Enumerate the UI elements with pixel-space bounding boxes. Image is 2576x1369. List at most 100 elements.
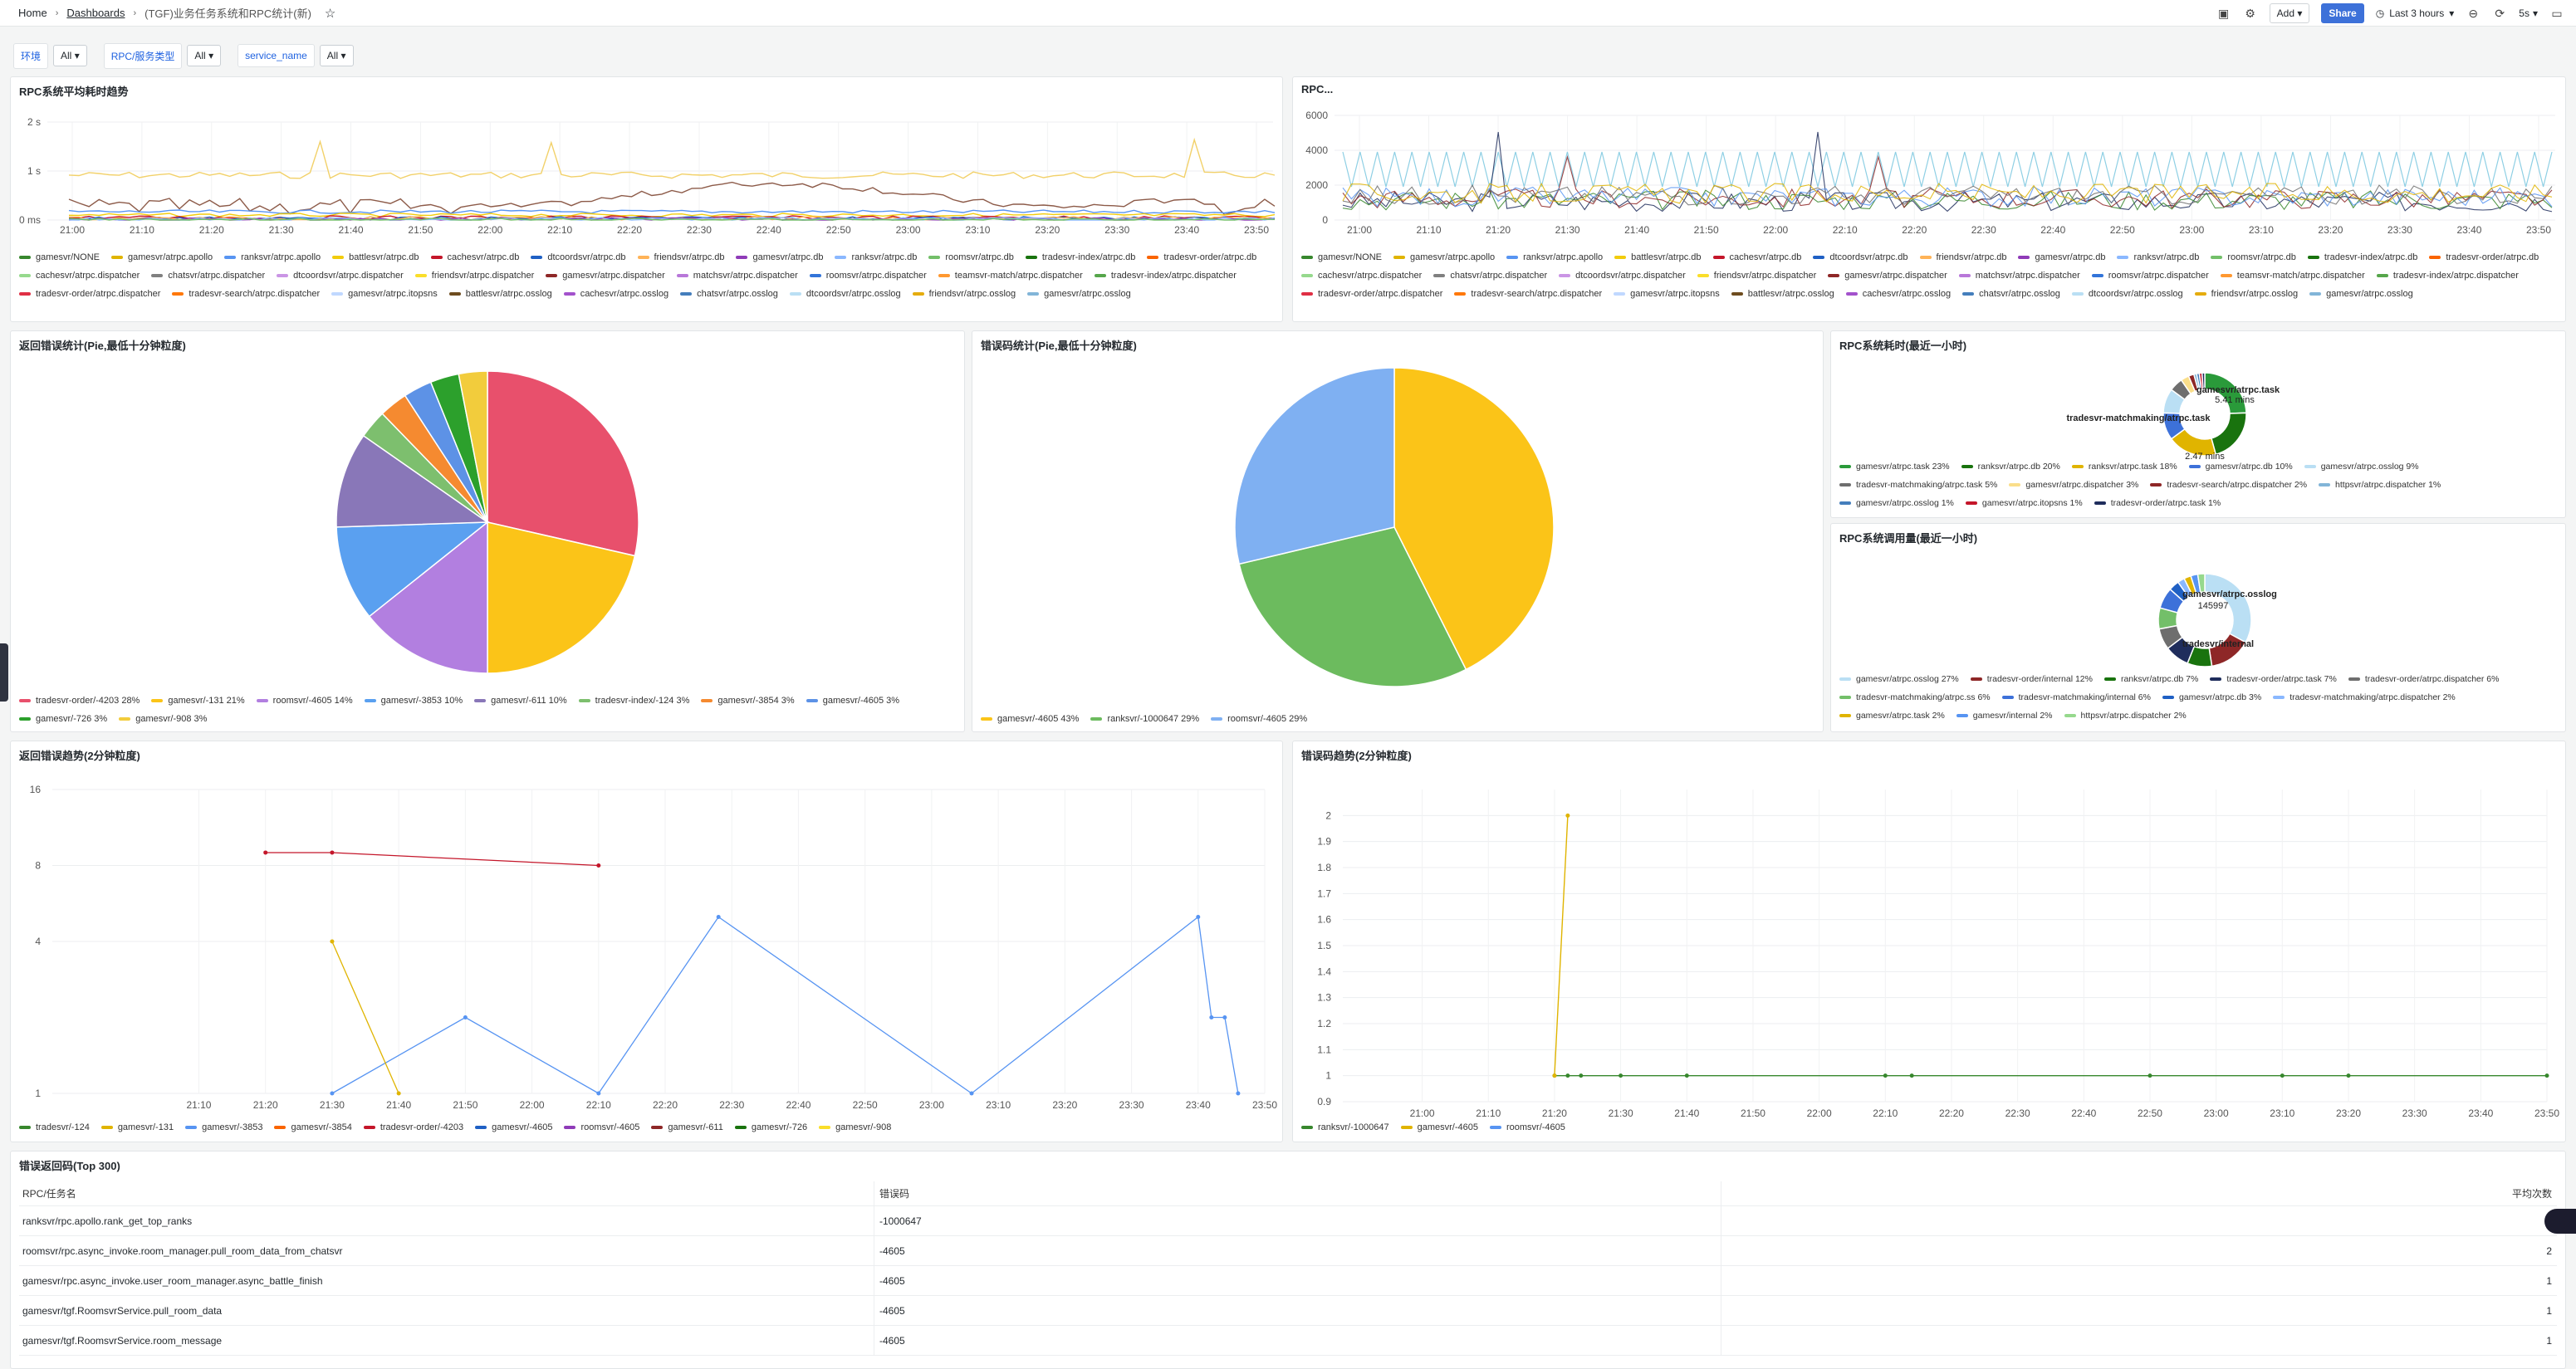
legend-item[interactable]: gamesvr/atrpc.osslog <box>1027 285 1131 303</box>
legend-item[interactable]: gamesvr/atrpc.osslog 1% <box>1839 494 1954 512</box>
legend-item[interactable]: gamesvr/-611 10% <box>474 692 567 710</box>
legend-item[interactable]: gamesvr/atrpc.itopsns <box>1614 285 1720 303</box>
legend-item[interactable]: gamesvr/atrpc.dispatcher <box>546 266 665 285</box>
legend-item[interactable]: roomsvr/atrpc.dispatcher <box>2091 266 2209 285</box>
panel-rpc-calls-last-hour[interactable]: RPC系统调用量(最近一小时) gamesvr/atrpc.osslog 1459… <box>1830 523 2566 732</box>
legend-item[interactable]: tradesvr-search/atrpc.dispatcher <box>1454 285 1602 303</box>
breadcrumb-home[interactable]: Home <box>18 7 47 19</box>
legend-item[interactable]: matchsvr/atrpc.dispatcher <box>1958 266 2080 285</box>
legend-item[interactable]: gamesvr/atrpc.task 23% <box>1839 457 1950 476</box>
legend-item[interactable]: gamesvr/atrpc.task 2% <box>1839 707 1945 725</box>
legend-item[interactable]: gamesvr/atrpc.apollo <box>1393 248 1495 266</box>
legend-item[interactable]: httpsvr/atrpc.dispatcher 2% <box>2064 707 2187 725</box>
legend-item[interactable]: httpsvr/atrpc.dispatcher 1% <box>2319 476 2441 494</box>
legend-item[interactable]: dtcoordsvr/atrpc.dispatcher <box>277 266 404 285</box>
legend-item[interactable]: cachesvr/atrpc.dispatcher <box>1301 266 1422 285</box>
panel-return-error-pie[interactable]: 返回错误统计(Pie,最低十分钟粒度) tradesvr-order/-4203… <box>10 330 965 732</box>
legend-item[interactable]: gamesvr/atrpc.osslog 27% <box>1839 670 1959 688</box>
legend-item[interactable]: gamesvr/atrpc.db <box>736 248 823 266</box>
legend-item[interactable]: tradesvr/-124 <box>19 1118 90 1137</box>
col-header-rpc[interactable]: RPC/任务名 <box>19 1181 874 1205</box>
legend-item[interactable]: tradesvr-order/atrpc.task 7% <box>2210 670 2337 688</box>
legend-item[interactable]: battlesvr/atrpc.db <box>1614 248 1702 266</box>
legend-item[interactable]: matchsvr/atrpc.dispatcher <box>676 266 798 285</box>
legend-item[interactable]: dtcoordsvr/atrpc.db <box>1813 248 1908 266</box>
legend-item[interactable]: gamesvr/-4605 <box>1400 1118 1478 1137</box>
legend-item[interactable]: gamesvr/-3853 <box>185 1118 262 1137</box>
legend-item[interactable]: chatsvr/atrpc.osslog <box>1962 285 2060 303</box>
legend-item[interactable]: tradesvr-index/atrpc.db <box>1025 248 1135 266</box>
legend-item[interactable]: tradesvr-order/-4203 28% <box>19 692 140 710</box>
legend-item[interactable]: cachesvr/atrpc.db <box>1712 248 1801 266</box>
legend-item[interactable]: gamesvr/-131 <box>100 1118 174 1137</box>
assistant-fab-icon[interactable] <box>2544 1209 2576 1234</box>
legend-item[interactable]: tradesvr-order/atrpc.dispatcher 6% <box>2348 670 2499 688</box>
legend-item[interactable]: gamesvr/-726 <box>734 1118 807 1137</box>
legend-item[interactable]: gamesvr/atrpc.db 10% <box>2188 457 2293 476</box>
panel-error-code-trend[interactable]: 错误码趋势(2分钟粒度) 0.9 1 1.1 1.2 1.3 1.4 1.5 1.6 1.7 1.… <box>1292 741 2566 1142</box>
legend-item[interactable]: gamesvr/NONE <box>19 248 100 266</box>
legend-item[interactable]: gamesvr/internal 2% <box>1956 707 2053 725</box>
legend-item[interactable]: gamesvr/-3854 3% <box>701 692 795 710</box>
legend-item[interactable]: ranksvr/atrpc.task 18% <box>2071 457 2177 476</box>
legend-item[interactable]: teamsvr-match/atrpc.dispatcher <box>2220 266 2365 285</box>
legend-item[interactable]: gamesvr/-3853 10% <box>364 692 463 710</box>
legend-item[interactable]: tradesvr-order/atrpc.task 1% <box>2094 494 2221 512</box>
legend-item[interactable]: gamesvr/atrpc.itopsns <box>331 285 438 303</box>
legend-item[interactable]: ranksvr/atrpc.db <box>835 248 917 266</box>
legend-item[interactable]: gamesvr/-4605 43% <box>981 710 1079 728</box>
legend-item[interactable]: tradesvr-matchmaking/atrpc.ss 6% <box>1839 688 1991 707</box>
legend-item[interactable]: ranksvr/atrpc.db 20% <box>1961 457 2060 476</box>
panel-rpc-avg-time[interactable]: RPC系统平均耗时趋势 2 s 1 s 0 ms 21:00 21:10 21:20 21:… <box>10 76 1283 322</box>
col-header-count[interactable]: 平均次数 <box>2511 1188 2552 1200</box>
legend-item[interactable]: tradesvr-matchmaking/atrpc.dispatcher 2% <box>2273 688 2456 707</box>
legend-item[interactable]: gamesvr/-3854 <box>274 1118 352 1137</box>
legend-item[interactable]: gamesvr/atrpc.dispatcher <box>1828 266 1947 285</box>
legend-item[interactable]: gamesvr/atrpc.db <box>2018 248 2105 266</box>
share-button[interactable]: Share <box>2321 3 2364 23</box>
legend-item[interactable]: tradesvr-index/atrpc.dispatcher <box>1094 266 1237 285</box>
legend-item[interactable]: ranksvr/-1000647 <box>1301 1118 1389 1137</box>
legend-item[interactable]: roomsvr/atrpc.db <box>928 248 1014 266</box>
legend-item[interactable]: friendsvr/atrpc.dispatcher <box>1697 266 1816 285</box>
breadcrumb-dashboards[interactable]: Dashboards <box>66 7 125 19</box>
legend-item[interactable]: dtcoordsvr/atrpc.osslog <box>2071 285 2183 303</box>
legend-item[interactable]: gamesvr/NONE <box>1301 248 1382 266</box>
legend-item[interactable]: gamesvr/atrpc.apollo <box>111 248 213 266</box>
legend-item[interactable]: gamesvr/-131 21% <box>151 692 245 710</box>
legend-item[interactable]: roomsvr/-4605 <box>1489 1118 1565 1137</box>
legend-item[interactable]: chatsvr/atrpc.osslog <box>680 285 778 303</box>
legend-item[interactable]: gamesvr/-611 <box>651 1118 723 1137</box>
legend-item[interactable]: tradesvr-matchmaking/atrpc.task 5% <box>1839 476 1997 494</box>
legend-item[interactable]: tradesvr-index/-124 3% <box>578 692 689 710</box>
legend-item[interactable]: friendsvr/atrpc.osslog <box>2194 285 2298 303</box>
refresh-interval-picker[interactable]: 5s ▾ <box>2519 7 2538 19</box>
legend-item[interactable]: gamesvr/atrpc.itopsns 1% <box>1965 494 2083 512</box>
legend-item[interactable]: ranksvr/atrpc.db 7% <box>2103 670 2198 688</box>
add-button[interactable]: Add ▾ <box>2269 3 2310 23</box>
time-range-picker[interactable]: ◷ Last 3 hours ▾ <box>2376 7 2455 19</box>
legend-item[interactable]: tradesvr-order/-4203 <box>363 1118 463 1137</box>
legend-item[interactable]: tradesvr-search/atrpc.dispatcher 2% <box>2150 476 2307 494</box>
legend-item[interactable]: gamesvr/-726 3% <box>19 710 107 728</box>
legend-item[interactable]: dtcoordsvr/atrpc.osslog <box>789 285 901 303</box>
sidebar-toggle-handle[interactable] <box>0 643 8 702</box>
save-icon[interactable]: ▣ <box>2218 6 2230 20</box>
panel-rpc-time-last-hour[interactable]: RPC系统耗时(最近一小时) gamesvr/atrpc.task 5.41 mi… <box>1830 330 2566 518</box>
legend-item[interactable]: tradesvr-order/atrpc.dispatcher <box>19 285 160 303</box>
legend-item[interactable]: cachesvr/atrpc.db <box>430 248 519 266</box>
legend-item[interactable]: friendsvr/atrpc.osslog <box>912 285 1016 303</box>
legend-item[interactable]: gamesvr/atrpc.osslog <box>2309 285 2413 303</box>
legend-item[interactable]: friendsvr/atrpc.db <box>1919 248 2006 266</box>
legend-item[interactable]: cachesvr/atrpc.osslog <box>563 285 668 303</box>
col-header-code[interactable]: 错误码 <box>874 1181 1721 1205</box>
legend-item[interactable]: battlesvr/atrpc.osslog <box>448 285 552 303</box>
legend-item[interactable]: battlesvr/atrpc.osslog <box>1731 285 1834 303</box>
legend-item[interactable]: gamesvr/-908 3% <box>119 710 207 728</box>
legend-item[interactable]: chatsvr/atrpc.dispatcher <box>1433 266 1547 285</box>
var-select-rpc-type[interactable]: All ▾ <box>187 45 222 66</box>
zoom-out-icon[interactable]: ⊖ <box>2468 6 2479 20</box>
tv-mode-icon[interactable]: ▭ <box>2551 6 2563 20</box>
legend-item[interactable]: tradesvr-index/atrpc.dispatcher <box>2376 266 2519 285</box>
legend-item[interactable]: chatsvr/atrpc.dispatcher <box>151 266 265 285</box>
